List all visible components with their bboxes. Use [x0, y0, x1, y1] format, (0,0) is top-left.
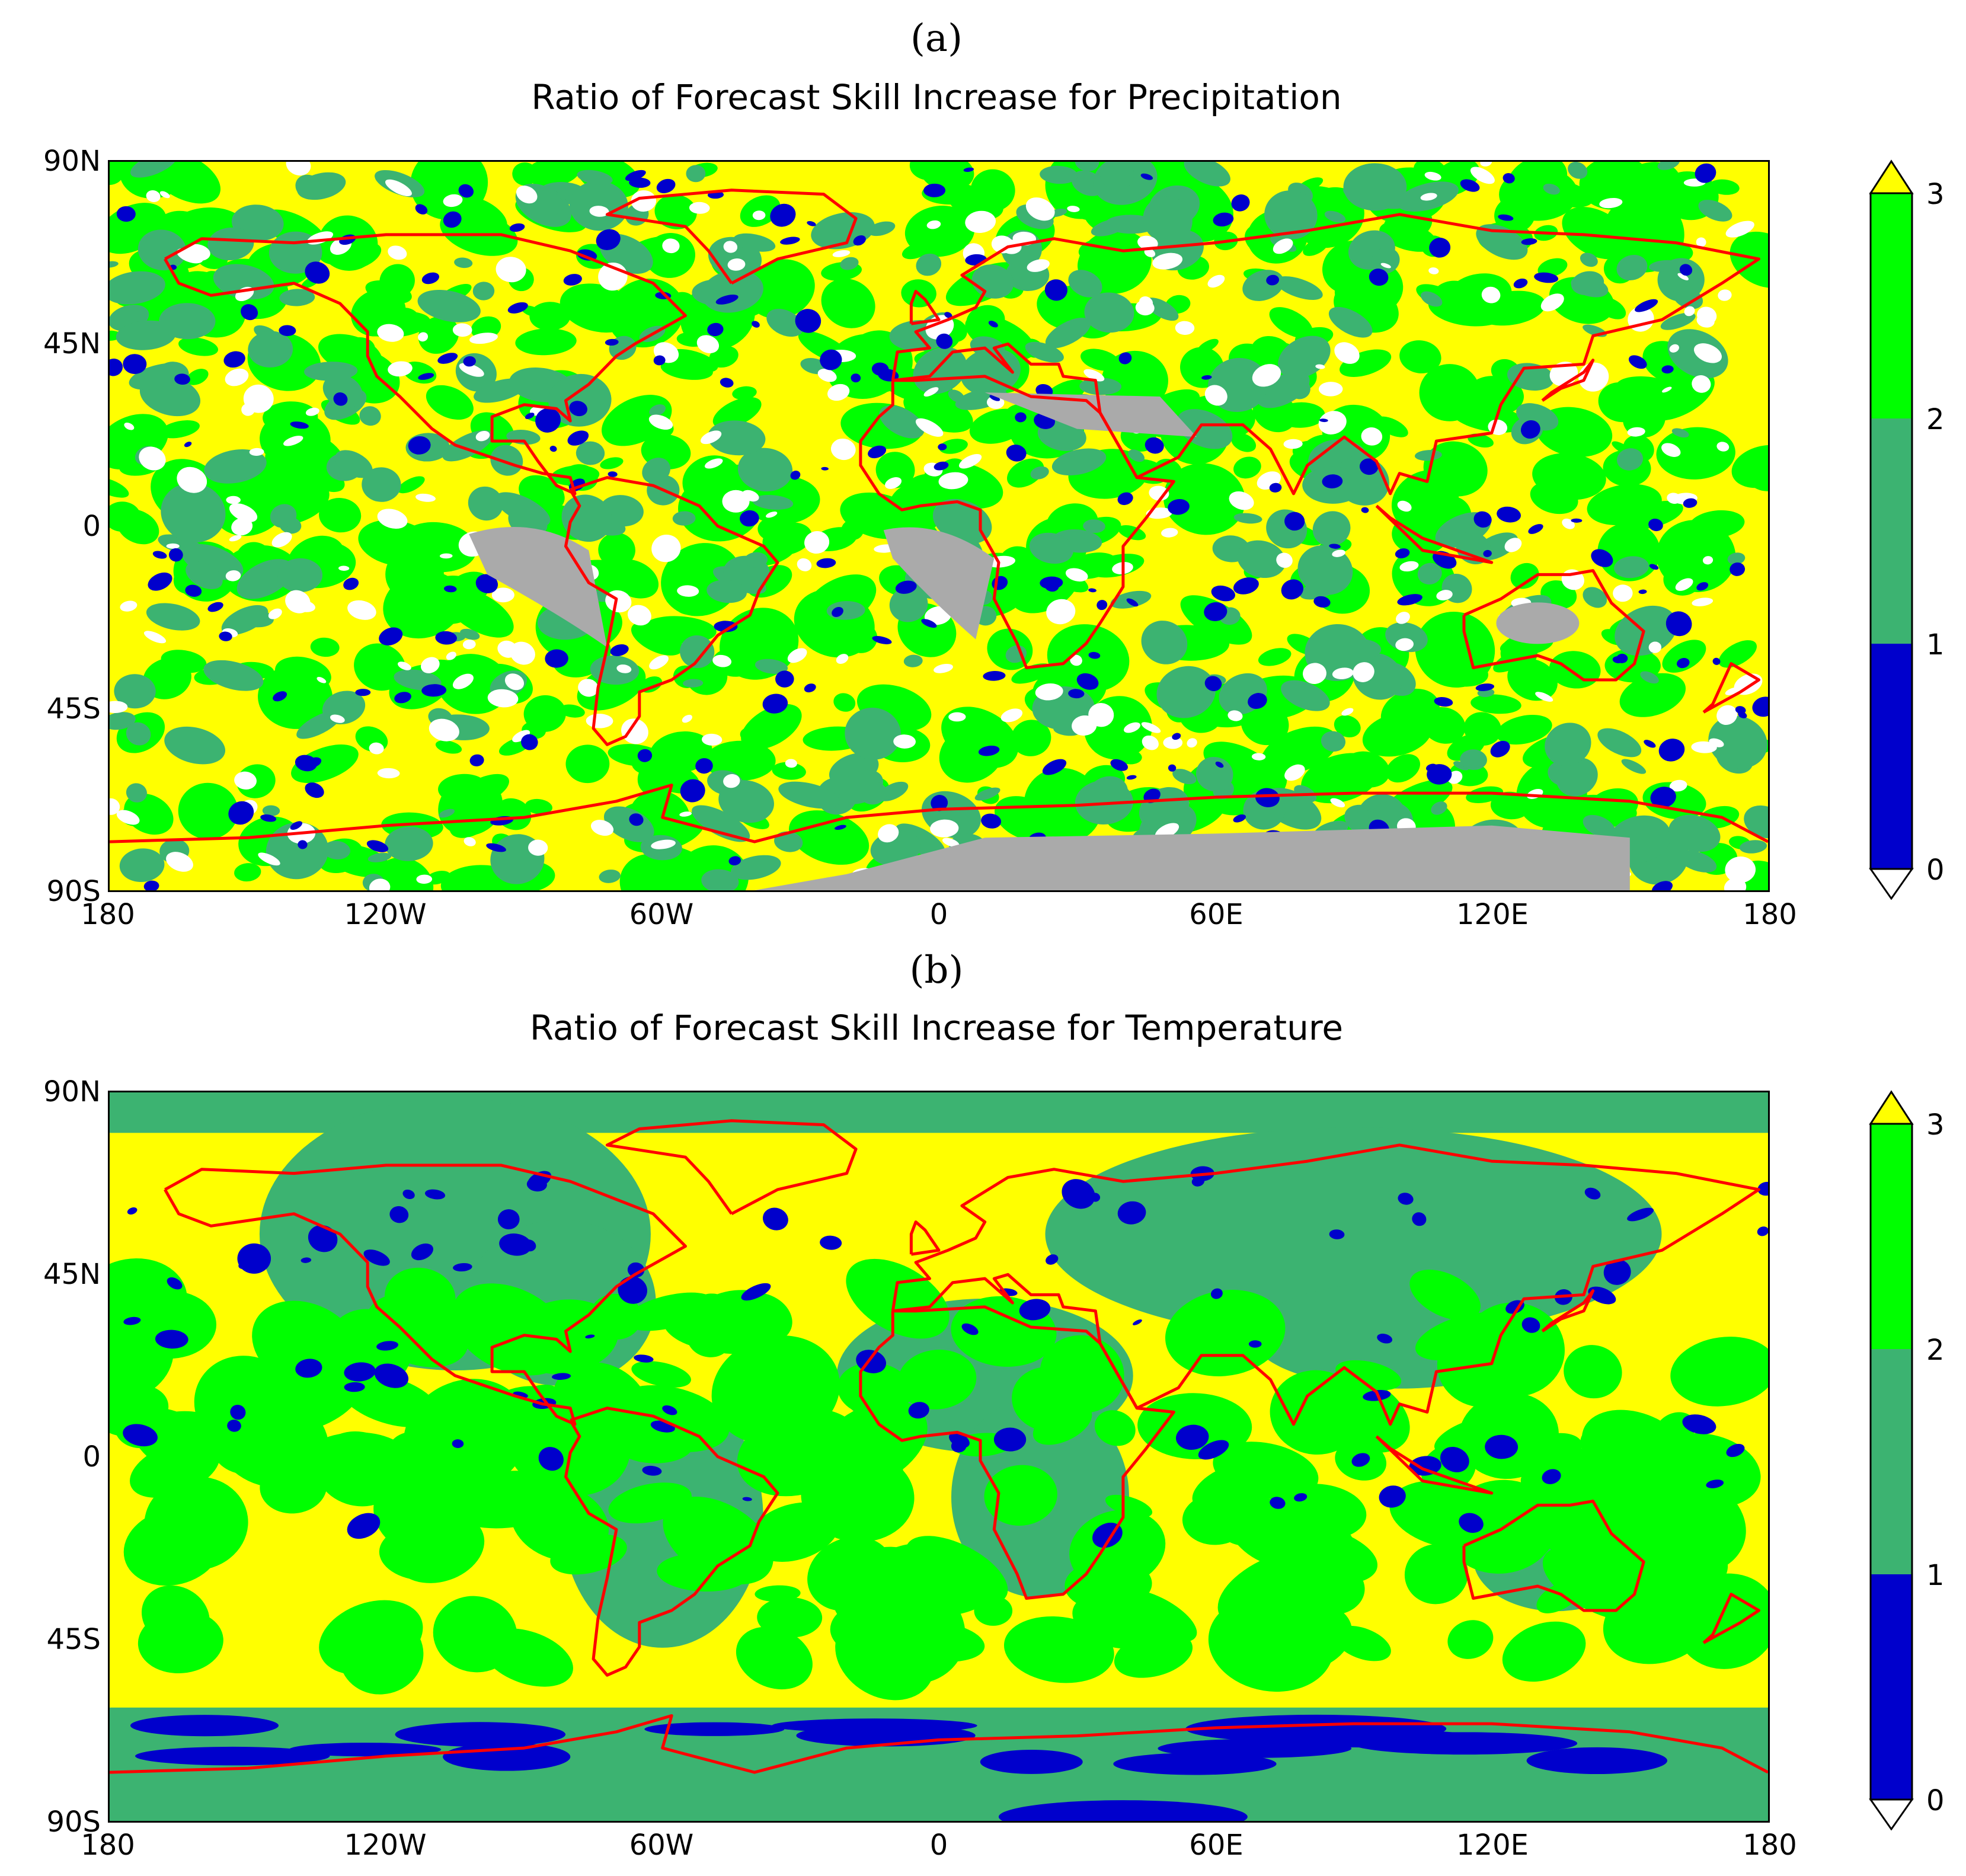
panel-a-colorbar — [1869, 159, 1914, 900]
ytick-90n-a: 90N — [43, 145, 101, 178]
xtick-60e-a: 60E — [1189, 898, 1243, 931]
xtick-60w-b: 60W — [629, 1829, 694, 1862]
coastlines — [110, 1119, 1768, 1774]
coastline-path-4 — [1462, 569, 1645, 682]
precipitation-skill-map — [110, 162, 1768, 890]
colorbar-a-label-0: 0 — [1926, 854, 1945, 887]
colorbar-band-1-2 — [1871, 1349, 1912, 1574]
missing-region-antarctica — [755, 825, 1630, 890]
colorbar-over-triangle — [1869, 159, 1914, 194]
panel-b-colorbar — [1869, 1090, 1914, 1830]
coastline-path-8 — [1702, 662, 1760, 714]
coastline-path-9 — [1541, 359, 1595, 402]
panel-b-title: Ratio of Forecast Skill Increase for Tem… — [529, 1008, 1344, 1048]
coastline-path-3 — [891, 1143, 1760, 1426]
coastline-path-7 — [1375, 504, 1494, 564]
ytick-90n-b: 90N — [43, 1075, 101, 1108]
xtick-120w-b: 120W — [344, 1829, 427, 1862]
colorbar-a-label-3: 3 — [1926, 178, 1945, 211]
xtick-60e-b: 60E — [1189, 1829, 1243, 1862]
xtick-180w-b: 180 — [81, 1829, 135, 1862]
missing-region-australia — [1496, 602, 1580, 644]
colorbar-a-label-2: 2 — [1926, 403, 1945, 436]
panel-b-map — [108, 1091, 1770, 1823]
ytick-45s-b: 45S — [46, 1623, 101, 1656]
ytick-0-b: 0 — [82, 1440, 101, 1474]
xtick-180e-b: 180 — [1743, 1829, 1797, 1862]
xtick-120w-a: 120W — [344, 898, 427, 931]
xtick-120e-b: 120E — [1456, 1829, 1529, 1862]
coastlines — [110, 188, 1768, 843]
field-2-3 — [110, 1258, 1768, 1701]
field-0-1-southern — [130, 1714, 1668, 1821]
ytick-45s-a: 45S — [46, 692, 101, 726]
colorbar-band-2-3 — [1871, 193, 1912, 418]
coastline-path-3 — [891, 213, 1760, 496]
panel-a-map — [108, 160, 1770, 892]
ytick-90s-a: 90S — [46, 875, 101, 908]
colorbar-band-1-2 — [1871, 418, 1912, 644]
temperature-skill-map — [110, 1092, 1768, 1821]
coastline-path-6 — [605, 188, 858, 285]
colorbar-band-0-1 — [1871, 644, 1912, 869]
coastline-path-2 — [859, 375, 1175, 669]
xtick-0-b: 0 — [929, 1829, 948, 1862]
ytick-45n-a: 45N — [43, 327, 101, 360]
coastline-path-10 — [909, 290, 941, 325]
xtick-180w-a: 180 — [81, 898, 135, 931]
colorbar-b-label-2: 2 — [1926, 1334, 1945, 1367]
coastline-path-0 — [164, 233, 687, 496]
panel-b-letter: (b) — [909, 948, 964, 992]
xtick-180e-a: 180 — [1743, 898, 1797, 931]
colorbar-under-triangle — [1869, 868, 1914, 900]
coastline-path-10 — [909, 1220, 941, 1256]
colorbar-band-0-1 — [1871, 1574, 1912, 1800]
colorbar-b-label-3: 3 — [1926, 1108, 1945, 1142]
missing-region-atlantic — [883, 527, 995, 640]
panel-a-title: Ratio of Forecast Skill Increase for Pre… — [531, 77, 1342, 117]
panel-a-letter: (a) — [910, 17, 963, 60]
coastline-path-2 — [859, 1305, 1175, 1600]
coastline-path-4 — [1462, 1500, 1645, 1612]
colorbar-b-label-0: 0 — [1926, 1784, 1945, 1817]
coastline-path-1 — [564, 1407, 779, 1677]
ytick-45n-b: 45N — [43, 1258, 101, 1291]
colorbar-a-label-1: 1 — [1926, 628, 1945, 661]
coastline-path-5 — [110, 784, 1768, 843]
missing-region-sahara — [984, 392, 1197, 437]
coastline-path-1 — [564, 476, 779, 746]
xtick-0-a: 0 — [929, 898, 948, 931]
ytick-90s-b: 90S — [46, 1805, 101, 1839]
xtick-60w-a: 60W — [629, 898, 694, 931]
colorbar-under-triangle — [1869, 1798, 1914, 1830]
colorbar-over-triangle — [1869, 1090, 1914, 1125]
coastline-path-7 — [1375, 1435, 1494, 1495]
xtick-120e-a: 120E — [1456, 898, 1529, 931]
colorbar-band-2-3 — [1871, 1124, 1912, 1349]
coastline-path-0 — [164, 1164, 687, 1426]
coastline-path-8 — [1702, 1593, 1760, 1644]
field-1-2 — [110, 162, 1768, 890]
coastline-path-6 — [605, 1119, 858, 1216]
coastline-path-5 — [110, 1714, 1768, 1774]
colorbar-b-label-1: 1 — [1926, 1559, 1945, 1592]
coastline-path-9 — [1541, 1289, 1595, 1332]
ytick-0-a: 0 — [82, 510, 101, 543]
